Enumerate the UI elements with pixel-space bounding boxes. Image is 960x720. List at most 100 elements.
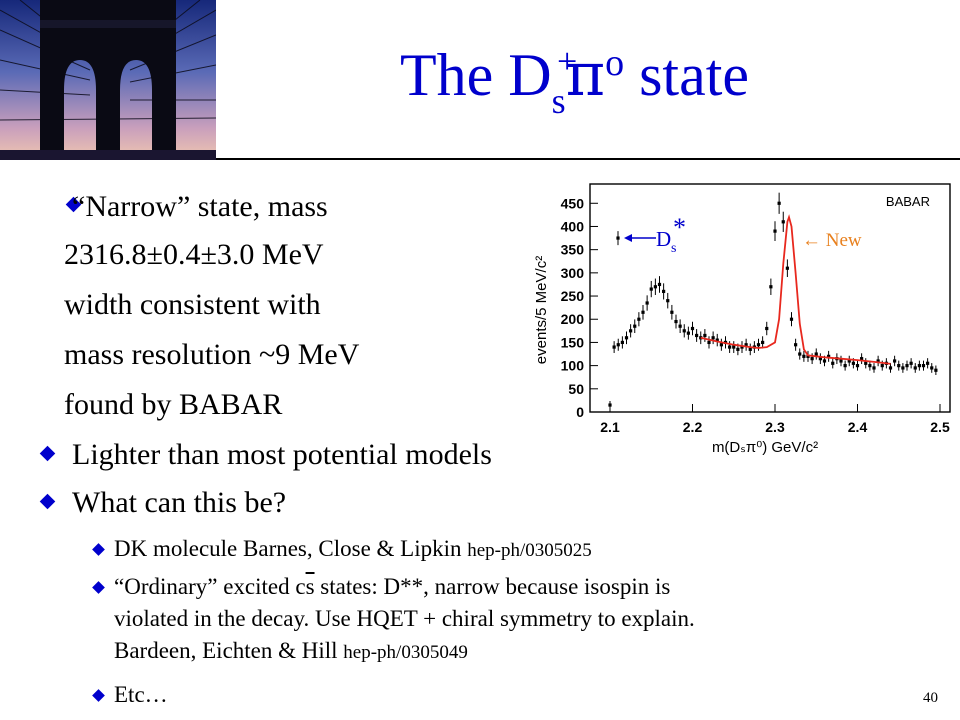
y-tick-label: 250 xyxy=(561,288,585,304)
data-point xyxy=(855,364,860,368)
y-tick-label: 100 xyxy=(561,358,585,374)
brooklyn-bridge-image xyxy=(0,0,216,160)
data-point xyxy=(818,357,822,361)
sub-bullet1-text: DK molecule Barnes, Close & Lipkin xyxy=(114,536,468,561)
sub-bullet3-text: Etc… xyxy=(114,682,168,707)
plot-frame xyxy=(589,183,951,413)
title-pi: π xyxy=(565,40,606,110)
data-point xyxy=(773,229,777,233)
data-point xyxy=(880,364,884,368)
data-point xyxy=(748,347,752,351)
y-tick-label: 300 xyxy=(561,265,585,281)
data-point xyxy=(872,366,876,370)
data-point xyxy=(789,317,794,321)
sub-bullet2-text-c: Bardeen, Eichten & Hill xyxy=(114,638,344,663)
fit-curve xyxy=(700,214,891,365)
data-point xyxy=(707,340,711,345)
data-point xyxy=(888,366,893,370)
ds-star-arrow-head-icon xyxy=(624,234,632,242)
data-point xyxy=(843,364,847,368)
data-point xyxy=(641,310,645,314)
title-subscript: s xyxy=(551,81,566,121)
sub-bullet2-text-a: “Ordinary” excited c xyxy=(114,574,306,599)
data-point xyxy=(822,359,827,363)
ds-star-marker-point xyxy=(616,236,620,240)
x-tick-label: 2.3 xyxy=(765,419,785,435)
bridge-photo xyxy=(0,0,216,160)
data-point xyxy=(690,326,695,331)
title-superscript: + xyxy=(557,41,578,81)
data-point xyxy=(616,343,620,347)
data-point xyxy=(785,266,789,270)
x-tick-label: 2.2 xyxy=(683,419,703,435)
sub-bullet2-text-b: states: D**, narrow because isospin is xyxy=(314,574,671,599)
data-point xyxy=(657,282,662,287)
ds-star-star: * xyxy=(673,213,686,242)
sub-bullet2-line1: “Ordinary” excited cs states: D**, narro… xyxy=(114,574,670,600)
x-tick-label: 2.5 xyxy=(930,419,950,435)
data-point xyxy=(917,364,921,368)
data-point xyxy=(686,331,690,335)
data-point xyxy=(876,359,880,363)
data-point xyxy=(806,354,810,358)
data-point xyxy=(901,366,905,370)
data-point xyxy=(839,359,843,363)
data-point xyxy=(831,361,835,365)
data-point xyxy=(711,336,715,340)
data-point xyxy=(827,354,831,358)
ds-star-d: D xyxy=(656,227,671,251)
data-point xyxy=(847,359,851,363)
data-point xyxy=(921,364,926,368)
data-point xyxy=(798,352,802,356)
bullet2-text: Lighter than most potential models xyxy=(72,438,492,471)
data-point xyxy=(674,319,678,324)
data-point xyxy=(905,364,909,368)
data-point xyxy=(620,340,624,345)
data-point xyxy=(666,299,670,303)
data-point xyxy=(864,361,868,365)
data-point xyxy=(633,324,637,328)
ds-star-annotation: D s * xyxy=(624,213,686,256)
data-point xyxy=(695,333,699,338)
data-point xyxy=(715,338,719,342)
data-point xyxy=(802,354,806,358)
data-point xyxy=(732,345,736,349)
data-point xyxy=(728,345,732,349)
chart-title: BABAR xyxy=(886,194,930,209)
header-rule xyxy=(216,158,960,160)
data-point xyxy=(624,336,629,340)
bullet1-line1: “Narrow” state, mass xyxy=(72,190,328,223)
data-point xyxy=(860,357,864,361)
data-point xyxy=(703,333,707,338)
bullet1-line4: mass resolution ~9 MeV xyxy=(64,338,360,371)
data-point xyxy=(810,357,814,361)
bullet1-line3: width consistent with xyxy=(64,288,321,321)
page-number: 40 xyxy=(923,690,938,706)
y-tick-label: 350 xyxy=(561,242,585,258)
data-point xyxy=(678,324,682,328)
data-point xyxy=(868,364,872,368)
data-point xyxy=(761,340,765,345)
sub-bullet2-line3: Bardeen, Eichten & Hill hep-ph/0305049 xyxy=(114,638,468,664)
sub-bullet-diamond-icon xyxy=(92,689,105,702)
mass-spectrum-chart: BABAR 0 50 100 150 200 250 300 350 400 450 2.1 2.2… xyxy=(533,183,951,456)
sub-bullet1: DK molecule Barnes, Close & Lipkin hep-p… xyxy=(114,536,592,562)
y-tick-label: 50 xyxy=(568,381,584,397)
data-point xyxy=(909,361,913,365)
y-axis-label: events/5 MeV/c² xyxy=(533,256,550,364)
sub-bullet2-sbar: s xyxy=(305,574,315,599)
title-text: The D xyxy=(400,42,552,108)
bullet3-text: What can this be? xyxy=(72,486,287,519)
data-point xyxy=(926,361,930,365)
sub-bullet1-ref: hep-ph/0305025 xyxy=(467,540,592,561)
data-point xyxy=(736,347,740,351)
data-point xyxy=(662,289,666,294)
data-point xyxy=(670,310,674,314)
data-point xyxy=(765,326,769,331)
data-point xyxy=(930,366,934,370)
data-point xyxy=(612,345,616,349)
data-point xyxy=(781,220,785,224)
data-point xyxy=(740,345,744,349)
y-tick-label: 400 xyxy=(561,218,585,234)
data-point xyxy=(608,403,612,407)
